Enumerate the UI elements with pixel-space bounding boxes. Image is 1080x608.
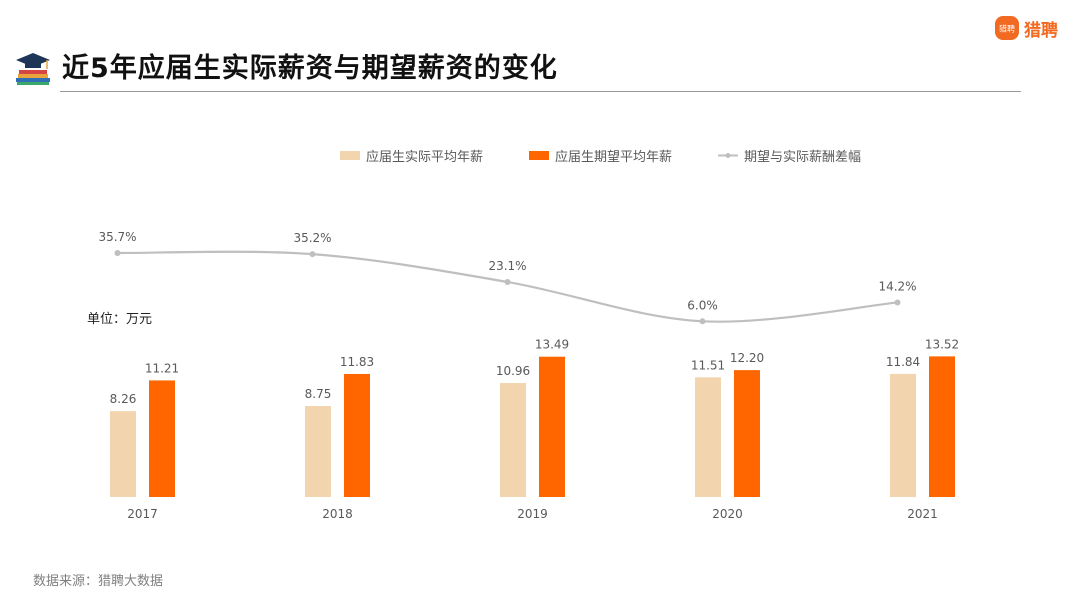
legend-item-expected: 应届生期望平均年薪 (529, 146, 672, 165)
bar-expected-2019 (539, 356, 565, 497)
bar-actual-2020 (695, 377, 721, 497)
legend-swatch-actual (340, 151, 360, 160)
x-tick-2020: 2020 (712, 507, 743, 521)
legend-item-actual: 应届生实际平均年薪 (340, 146, 483, 165)
legend-label-gap: 期望与实际薪酬差幅 (744, 150, 862, 165)
label-actual-2018: 8.75 (305, 387, 332, 401)
x-tick-2017: 2017 (127, 507, 158, 521)
x-tick-2019: 2019 (517, 507, 548, 521)
legend-swatch-gap (718, 153, 739, 158)
label-actual-2021: 11.84 (886, 355, 920, 369)
x-tick-2018: 2018 (322, 507, 353, 521)
gap-label-2019: 23.1% (488, 259, 526, 273)
label-expected-2021: 13.52 (925, 337, 959, 351)
gap-point-2019 (504, 278, 511, 285)
label-expected-2020: 12.20 (730, 351, 764, 365)
legend-label-actual: 应届生实际平均年薪 (366, 150, 484, 165)
label-expected-2019: 13.49 (535, 338, 569, 352)
bar-actual-2018 (305, 406, 331, 497)
bar-expected-2021 (929, 356, 955, 497)
label-actual-2017: 8.26 (110, 392, 137, 406)
brand-logo: 猎聘 猎聘 (994, 14, 1058, 42)
gap-label-2020: 6.0% (687, 298, 718, 312)
gap-point-2017 (114, 250, 121, 256)
liepin-logo-mark-icon: 猎聘 (995, 16, 1019, 40)
gap-point-2018 (309, 251, 316, 258)
bar-actual-2021 (890, 373, 916, 497)
label-actual-2019: 10.96 (496, 364, 530, 378)
label-expected-2017: 11.21 (145, 361, 179, 375)
label-expected-2018: 11.83 (340, 355, 374, 369)
legend-item-gap: 期望与实际薪酬差幅 (718, 146, 861, 165)
gap-label-2017: 35.7% (98, 230, 136, 244)
gap-point-2020 (699, 318, 706, 325)
legend-swatch-expected (529, 151, 550, 160)
legend-label-expected: 应届生期望平均年薪 (555, 150, 673, 165)
bar-expected-2017 (149, 380, 175, 497)
bar-actual-2017 (110, 411, 136, 497)
gap-label-2021: 14.2% (878, 279, 916, 293)
bar-expected-2018 (344, 373, 370, 497)
source-label: 数据来源：猎聘大数据 (33, 574, 164, 589)
logo-mark-text: 猎聘 (999, 24, 1015, 34)
bar-actual-2019 (500, 383, 526, 497)
bar-expected-2020 (734, 370, 760, 497)
title-divider (60, 91, 1021, 92)
logo-text: 猎聘 (1024, 20, 1058, 41)
gap-point-2021 (894, 299, 901, 306)
gap-label-2018: 35.2% (293, 231, 331, 245)
chart-legend: 应届生实际平均年薪 应届生期望平均年薪 期望与实际薪酬差幅 (340, 146, 861, 165)
page-title: 近5年应届生实际薪资与期望薪资的变化 (62, 53, 558, 84)
graduation-cap-books-icon (16, 53, 50, 85)
label-actual-2020: 11.51 (691, 358, 725, 372)
unit-label: 单位：万元 (87, 312, 153, 327)
x-tick-2021: 2021 (907, 507, 938, 521)
